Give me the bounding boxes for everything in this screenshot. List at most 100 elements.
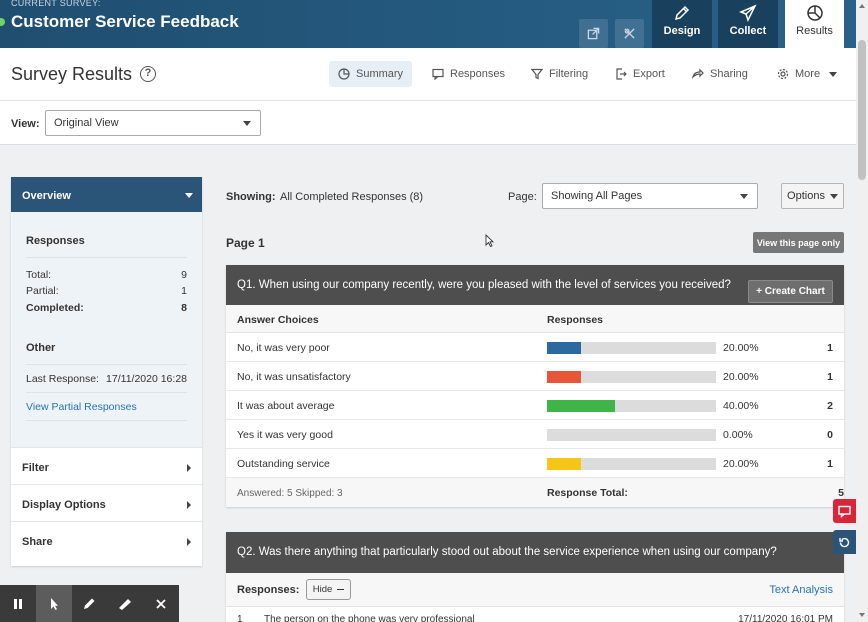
- sidebar-item-label: Filter: [22, 462, 49, 474]
- nav-summary-label: Summary: [356, 68, 404, 80]
- completed-label: Completed:: [26, 302, 84, 314]
- list-item[interactable]: 1 The person on the phone was very profe…: [226, 607, 844, 622]
- page-title: Survey Results: [11, 64, 133, 84]
- response-percent: 20.00%: [723, 342, 759, 354]
- view-select[interactable]: Original View: [45, 110, 261, 136]
- question-header: Q1. When using our company recently, wer…: [226, 265, 844, 305]
- nav-responses[interactable]: Responses: [423, 61, 514, 87]
- table-footer: Answered: 5 Skipped: 3 Response Total: 5: [226, 478, 844, 507]
- question-card-q1: Q1. When using our company recently, wer…: [226, 265, 844, 507]
- sidebar-item-label: Display Options: [22, 499, 106, 511]
- paper-plane-icon: [739, 4, 757, 22]
- chevron-down-icon: [829, 193, 838, 199]
- help-icon[interactable]: ?: [140, 66, 156, 82]
- nav-sharing-label: Sharing: [710, 68, 748, 80]
- overview-panel: Responses Total: 9 Partial: 1 Completed:…: [11, 212, 202, 447]
- pie-chart-icon: [806, 5, 823, 21]
- sidebar-item-label: Share: [22, 536, 53, 548]
- nav-export[interactable]: Export: [606, 61, 674, 87]
- scroll-up-icon[interactable]: [859, 4, 865, 8]
- sidebar-item-share[interactable]: Share: [11, 521, 202, 558]
- chevron-down-icon: [829, 71, 838, 77]
- tab-design[interactable]: Design: [652, 0, 712, 48]
- answer-choice: No, it was very poor: [237, 342, 330, 354]
- annotation-toolbar: [0, 585, 179, 622]
- view-select-value: Original View: [54, 117, 119, 129]
- view-partial-responses-link[interactable]: View Partial Responses: [26, 401, 137, 413]
- text-analysis-link[interactable]: Text Analysis: [769, 584, 833, 596]
- speech-bubble-icon: [432, 68, 444, 80]
- pen-tool-button[interactable]: [72, 585, 108, 622]
- view-this-page-only-button[interactable]: View this page only: [753, 232, 844, 253]
- hide-label: Hide: [312, 584, 333, 595]
- divider: [26, 392, 187, 393]
- highlighter-tool-button[interactable]: [107, 585, 143, 622]
- tools-icon[interactable]: [615, 19, 644, 48]
- showing-label: Showing:: [226, 191, 276, 203]
- chevron-right-icon: [187, 538, 191, 546]
- tab-results-label: Results: [796, 25, 833, 37]
- nav-filtering[interactable]: Filtering: [522, 61, 597, 87]
- view-label: View:: [11, 118, 40, 130]
- page-select[interactable]: Showing All Pages: [542, 183, 758, 209]
- responses-section-title: Responses: [26, 235, 85, 247]
- response-bar-fill: [547, 400, 615, 412]
- nav-more[interactable]: More: [768, 61, 846, 87]
- pause-button[interactable]: [0, 585, 36, 622]
- tab-collect-label: Collect: [729, 25, 767, 37]
- gear-icon: [777, 68, 789, 80]
- response-bar: [547, 400, 716, 412]
- overview-header[interactable]: Overview: [11, 177, 202, 212]
- hide-button[interactable]: Hide: [306, 579, 351, 600]
- pointer-tool-button[interactable]: [35, 585, 72, 622]
- scroll-down-icon[interactable]: [859, 613, 865, 617]
- nav-summary[interactable]: Summary: [329, 61, 413, 87]
- chevron-down-icon: [740, 194, 748, 199]
- answer-choice: It was about average: [237, 400, 335, 412]
- sidebar-item-display-options[interactable]: Display Options: [11, 484, 202, 521]
- history-button[interactable]: [833, 530, 856, 554]
- create-chart-button[interactable]: + Create Chart: [748, 280, 833, 303]
- chevron-down-icon: [185, 193, 193, 198]
- current-survey-label: CURRENT SURVEY:: [11, 0, 101, 8]
- question-card-q2: Q2. Was there anything that particularly…: [226, 532, 844, 622]
- nav-responses-label: Responses: [450, 68, 506, 80]
- response-bar: [547, 342, 716, 354]
- nav-sharing[interactable]: Sharing: [683, 61, 757, 87]
- close-toolbar-button[interactable]: [143, 585, 179, 622]
- total-label: Total:: [26, 269, 52, 281]
- external-link-icon[interactable]: [579, 19, 608, 48]
- feedback-chat-button[interactable]: [833, 499, 856, 523]
- pause-icon: [13, 598, 22, 609]
- response-percent: 0.00%: [723, 429, 753, 441]
- scrollbar-thumb[interactable]: [858, 40, 866, 180]
- question-text: Q2. Was there anything that particularly…: [237, 546, 777, 558]
- completed-row: Completed: 8: [26, 302, 187, 314]
- page-select-value: Showing All Pages: [551, 190, 643, 202]
- overview-label: Overview: [22, 190, 71, 202]
- table-row: It was about average 40.00% 2: [226, 391, 844, 420]
- tab-results[interactable]: Results: [785, 0, 844, 48]
- response-total-label: Response Total:: [547, 487, 628, 499]
- chat-icon: [838, 505, 851, 518]
- pie-chart-icon: [338, 68, 350, 80]
- completed-value: 8: [181, 302, 187, 314]
- responses-toolbar: Responses: Hide Text Analysis: [226, 573, 844, 607]
- live-status-dot: [0, 18, 5, 26]
- response-total-value: 5: [838, 487, 844, 499]
- tab-collect[interactable]: Collect: [718, 0, 778, 48]
- response-count: 2: [827, 400, 833, 412]
- response-count: 1: [827, 371, 833, 383]
- pointer-icon: [50, 597, 58, 610]
- sidebar: Overview Responses Total: 9 Partial: 1 C…: [11, 177, 202, 566]
- survey-title[interactable]: Customer Service Feedback: [11, 12, 239, 31]
- options-button[interactable]: Options: [781, 183, 844, 209]
- sidebar-item-filter[interactable]: Filter: [11, 447, 202, 484]
- table-row: No, it was unsatisfactory 20.00% 1: [226, 362, 844, 391]
- response-percent: 20.00%: [723, 458, 759, 470]
- response-count: 1: [827, 458, 833, 470]
- response-bar: [547, 371, 716, 383]
- other-section-title: Other: [26, 342, 56, 354]
- divider: [26, 420, 187, 421]
- page-scrollbar[interactable]: [856, 0, 868, 622]
